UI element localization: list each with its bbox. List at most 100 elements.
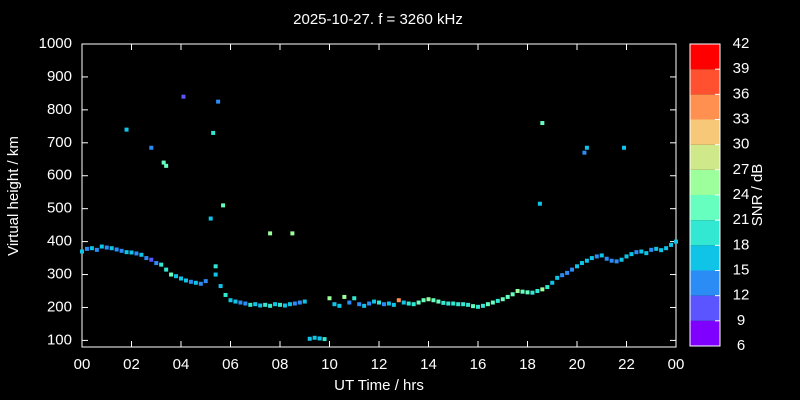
point [253, 302, 258, 307]
point [634, 250, 639, 255]
point [144, 256, 149, 261]
x-tick-label: 10 [321, 356, 338, 373]
point [124, 250, 129, 255]
point [604, 256, 609, 261]
x-tick-label: 16 [470, 356, 487, 373]
point [406, 301, 411, 306]
x-tick-label: 02 [123, 356, 140, 373]
point [149, 257, 154, 262]
point [441, 300, 446, 305]
point [639, 249, 644, 254]
point [104, 245, 109, 250]
colorbar-tick-label: 15 [733, 261, 750, 278]
colorbar-tick-label: 9 [737, 312, 745, 329]
point [377, 300, 381, 305]
point [575, 264, 579, 269]
chart-title: 2025-10-27. f = 3260 kHz [293, 11, 463, 28]
y-tick-label: 400 [47, 233, 72, 250]
x-tick-label: 00 [668, 356, 685, 373]
point [570, 267, 575, 272]
y-tick-label: 900 [47, 68, 72, 85]
point [579, 261, 584, 266]
point [183, 278, 188, 283]
point [381, 302, 386, 307]
x-axis-label: UT Time / hrs [334, 377, 424, 394]
point [495, 298, 500, 303]
x-tick-label: 18 [519, 356, 536, 373]
point [476, 304, 480, 309]
point [164, 267, 169, 272]
point [268, 231, 273, 236]
point [622, 145, 627, 150]
point [273, 302, 278, 307]
point [216, 99, 221, 104]
point [520, 289, 525, 294]
point [233, 299, 238, 304]
point [221, 203, 226, 208]
x-tick-label: 00 [74, 356, 91, 373]
colorbar-tick-label: 6 [737, 337, 745, 354]
colorbar-tick-label: 27 [733, 161, 750, 178]
colorbar-tick-label: 30 [733, 136, 750, 153]
point [421, 298, 426, 303]
point [211, 130, 216, 135]
point [332, 302, 337, 307]
point [80, 249, 84, 254]
point [208, 216, 213, 221]
colorbar-tick-label: 24 [733, 186, 750, 203]
point [213, 264, 218, 269]
point [525, 290, 530, 295]
x-tick-label: 08 [272, 356, 289, 373]
point [411, 302, 416, 307]
point [159, 262, 164, 267]
point [545, 285, 550, 290]
point [188, 279, 193, 284]
point [456, 302, 461, 307]
point [179, 276, 183, 281]
y-tick-label: 300 [47, 266, 72, 283]
point [89, 246, 94, 251]
point [629, 252, 634, 257]
colorbar-tick-label: 33 [733, 110, 750, 127]
point [540, 121, 545, 126]
point [649, 247, 654, 252]
point [664, 246, 669, 251]
point [84, 246, 89, 251]
colorbar-bin [690, 44, 720, 70]
point [218, 284, 223, 289]
point [94, 247, 99, 252]
point [659, 248, 664, 253]
point [584, 258, 589, 263]
point [396, 298, 401, 303]
point [490, 300, 495, 305]
point [619, 257, 624, 262]
point [599, 253, 604, 258]
point [451, 301, 456, 306]
point [282, 303, 287, 308]
point [278, 302, 282, 307]
point [268, 303, 273, 308]
x-tick-label: 14 [420, 356, 437, 373]
colorbar-tick-label: 39 [733, 60, 750, 77]
point [258, 303, 263, 308]
colorbar-bin [690, 69, 720, 95]
point [174, 274, 179, 279]
point [584, 145, 589, 150]
point [466, 302, 471, 307]
colorbar-tick-label: 12 [733, 287, 750, 304]
colorbar-tick-label: 21 [733, 211, 750, 228]
colorbar-tick-label: 18 [733, 236, 750, 253]
point [114, 247, 119, 252]
x-tick-label: 06 [222, 356, 239, 373]
point [203, 279, 208, 284]
point [550, 280, 555, 285]
point [198, 281, 203, 286]
point [154, 261, 159, 266]
point [614, 259, 619, 264]
point [164, 163, 169, 168]
x-tick-label: 22 [618, 356, 635, 373]
colorbar-label: SNR / dB [749, 164, 766, 227]
point [654, 246, 659, 251]
point [426, 297, 431, 302]
